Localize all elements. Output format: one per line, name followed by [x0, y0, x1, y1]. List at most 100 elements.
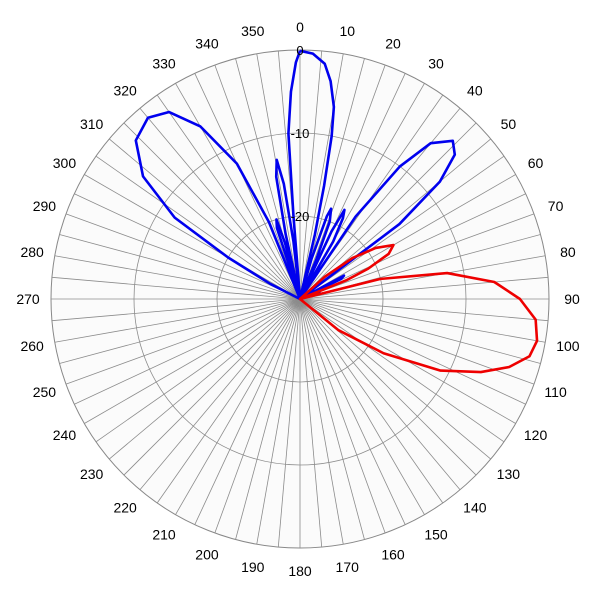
angle-gridline — [123, 298, 301, 476]
angle-gridline — [299, 298, 323, 548]
angle-gridline — [299, 64, 386, 300]
angle-tick-label: 280 — [20, 244, 44, 260]
angle-gridline — [54, 255, 301, 300]
angle-tick-label: 140 — [463, 499, 487, 515]
angle-gridline — [256, 53, 301, 300]
angle-gridline — [299, 298, 541, 364]
angle-tick-label: 40 — [467, 83, 483, 99]
angle-tick-label: 100 — [556, 338, 580, 354]
angle-gridline — [108, 298, 301, 460]
angle-gridline — [139, 298, 301, 491]
angle-tick-label: 110 — [544, 384, 567, 400]
radial-tick-label: 0 — [296, 43, 303, 58]
angle-gridline — [299, 298, 386, 534]
angle-gridline — [299, 298, 444, 504]
angle-gridline — [299, 298, 546, 343]
angle-tick-label: 150 — [424, 527, 448, 543]
angle-gridline — [214, 298, 301, 534]
angle-gridline — [194, 298, 301, 525]
series-layer — [134, 49, 539, 374]
angle-gridline — [175, 83, 301, 300]
radial-gridlines — [133, 132, 467, 466]
angle-gridline — [139, 107, 301, 300]
angle-gridline — [59, 234, 301, 300]
angle-tick-label: 120 — [524, 427, 548, 443]
angle-tick-label: 290 — [33, 198, 57, 214]
angle-tick-label: 320 — [113, 83, 137, 99]
angle-gridline — [214, 64, 301, 300]
angle-tick-label: 10 — [339, 23, 355, 39]
angle-tick-label: 70 — [548, 198, 564, 214]
angle-gridline — [123, 122, 301, 300]
angle-gridline — [299, 255, 546, 300]
angle-gridline — [156, 298, 301, 504]
angle-gridline — [194, 73, 301, 300]
angle-tick-label: 310 — [80, 116, 104, 132]
angle-tick-label: 200 — [195, 547, 219, 563]
angle-gridline — [299, 298, 526, 405]
angle-gridline — [299, 213, 535, 300]
angle-tick-label: 130 — [497, 466, 521, 482]
angle-tick-label: 240 — [53, 427, 77, 443]
angle-gridline — [84, 174, 301, 300]
angle-gridline — [299, 298, 461, 491]
angle-gridline — [175, 298, 301, 515]
angle-gridline — [299, 298, 505, 443]
angle-gridline — [235, 298, 301, 540]
angle-gridline — [299, 50, 323, 300]
angle-tick-labels: 0 10 20 30 40 50 60 70 80 90 100 110 120 130 140 150 160… — [16, 19, 580, 579]
angle-tick-label: 160 — [381, 547, 405, 563]
radial-gridline-ring — [133, 132, 467, 466]
angle-gridline — [299, 298, 477, 476]
radial-gridline-ring — [216, 215, 384, 383]
angle-tick-label: 60 — [528, 155, 544, 171]
angle-gridline — [299, 298, 425, 515]
angle-gridline — [299, 155, 505, 300]
angle-gridline — [299, 298, 344, 545]
radial-tick-labels: 0 -10 -20 — [291, 43, 310, 224]
angle-tick-label: 20 — [385, 35, 401, 51]
angle-gridline — [51, 276, 301, 300]
angle-tick-label: 210 — [152, 527, 176, 543]
angle-tick-label: 330 — [152, 55, 176, 71]
angle-tick-label: 80 — [560, 244, 576, 260]
angle-tick-label: 260 — [20, 338, 44, 354]
angle-gridline — [74, 193, 301, 300]
angle-tick-label: 180 — [288, 563, 312, 579]
angle-tick-label: 190 — [241, 559, 265, 575]
series-line-1 — [134, 49, 457, 301]
angle-tick-label: 90 — [564, 291, 580, 307]
angle-tick-label: 270 — [16, 291, 40, 307]
radial-tick-label: -10 — [291, 126, 310, 141]
angle-gridline — [84, 298, 301, 424]
angle-tick-label: 230 — [80, 466, 104, 482]
angle-gridline — [299, 174, 516, 300]
series-line-2 — [298, 243, 539, 374]
angle-gridline — [156, 94, 301, 300]
angle-gridline — [299, 53, 344, 300]
angle-gridline — [59, 298, 301, 364]
angle-gridline — [74, 298, 301, 405]
angle-gridline — [65, 298, 301, 385]
angle-tick-label: 50 — [501, 116, 517, 132]
angle-tick-label: 0 — [296, 19, 304, 35]
angle-gridline — [299, 276, 549, 300]
angle-tick-label: 340 — [195, 35, 219, 51]
angle-gridline — [299, 122, 477, 300]
angle-gridline — [95, 298, 301, 443]
angle-tick-label: 30 — [428, 55, 444, 71]
angle-gridline — [299, 298, 406, 525]
angle-gridline — [51, 298, 301, 322]
angle-tick-label: 170 — [336, 559, 360, 575]
angle-gridline — [54, 298, 301, 343]
radial-tick-label: -20 — [291, 209, 310, 224]
angle-gridline — [299, 298, 365, 540]
angle-gridline — [256, 298, 301, 545]
angle-gridline — [65, 213, 301, 300]
angle-tick-label: 220 — [113, 499, 137, 515]
angle-gridline — [299, 298, 549, 322]
angle-gridline — [277, 298, 301, 548]
angular-gridlines — [51, 50, 549, 548]
angle-tick-label: 350 — [241, 23, 265, 39]
